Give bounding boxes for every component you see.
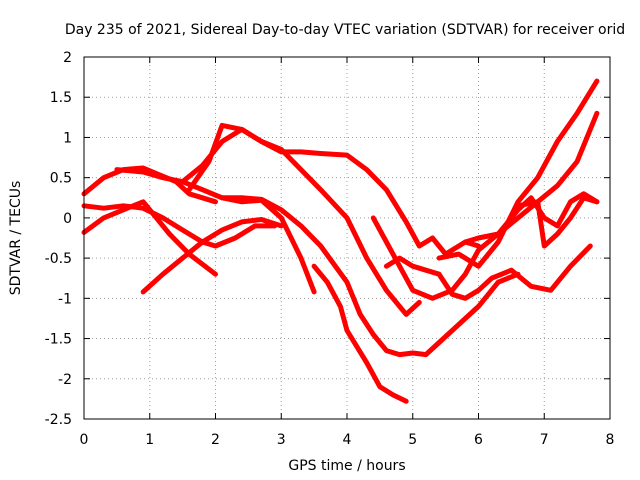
series-track-4 [140, 217, 284, 295]
x-tick-label: 2 [211, 432, 220, 448]
series-track-6 [186, 122, 481, 257]
x-tick-label: 8 [606, 432, 615, 448]
x-tick-label: 6 [474, 432, 483, 448]
grid [84, 57, 610, 419]
x-tick-label: 5 [408, 432, 417, 448]
x-tick-label: 0 [80, 432, 89, 448]
y-tick-label: 0.5 [50, 171, 72, 187]
y-axis-label: SDTVAR / TECUs [8, 181, 24, 296]
y-tick-label: -2.5 [45, 412, 72, 428]
series-track-9 [311, 263, 409, 404]
series-track-3 [81, 203, 278, 249]
axes: 0 1 2 3 4 5 6 7 8 2 1.5 1 0.5 0 -0.5 -1 -1.5 -2 -2.5 [45, 50, 615, 448]
x-tick-label: 3 [277, 432, 286, 448]
series-track-11 [383, 243, 593, 301]
y-tick-label: 2 [63, 50, 72, 66]
chart-title: Day 235 of 2021, Sidereal Day-to-day VTE… [65, 22, 625, 38]
series-track-2 [81, 199, 218, 277]
series-track-7 [180, 126, 422, 317]
y-tick-label: -1.5 [45, 332, 72, 348]
series-track-10 [370, 110, 600, 301]
series-track-14 [515, 195, 600, 249]
series-track-8 [219, 195, 521, 358]
y-tick-label: 0 [63, 211, 72, 227]
y-tick-label: 1.5 [50, 90, 72, 106]
series-track-12 [436, 78, 600, 269]
x-tick-label: 7 [540, 432, 549, 448]
x-tick-label: 1 [145, 432, 154, 448]
y-tick-label: -2 [58, 372, 72, 388]
y-tick-label: 1 [63, 130, 72, 146]
y-tick-label: -0.5 [45, 251, 72, 267]
x-tick-label: 4 [343, 432, 352, 448]
x-axis-label: GPS time / hours [288, 458, 405, 474]
y-tick-label: -1 [58, 291, 72, 307]
series-group [81, 78, 600, 404]
